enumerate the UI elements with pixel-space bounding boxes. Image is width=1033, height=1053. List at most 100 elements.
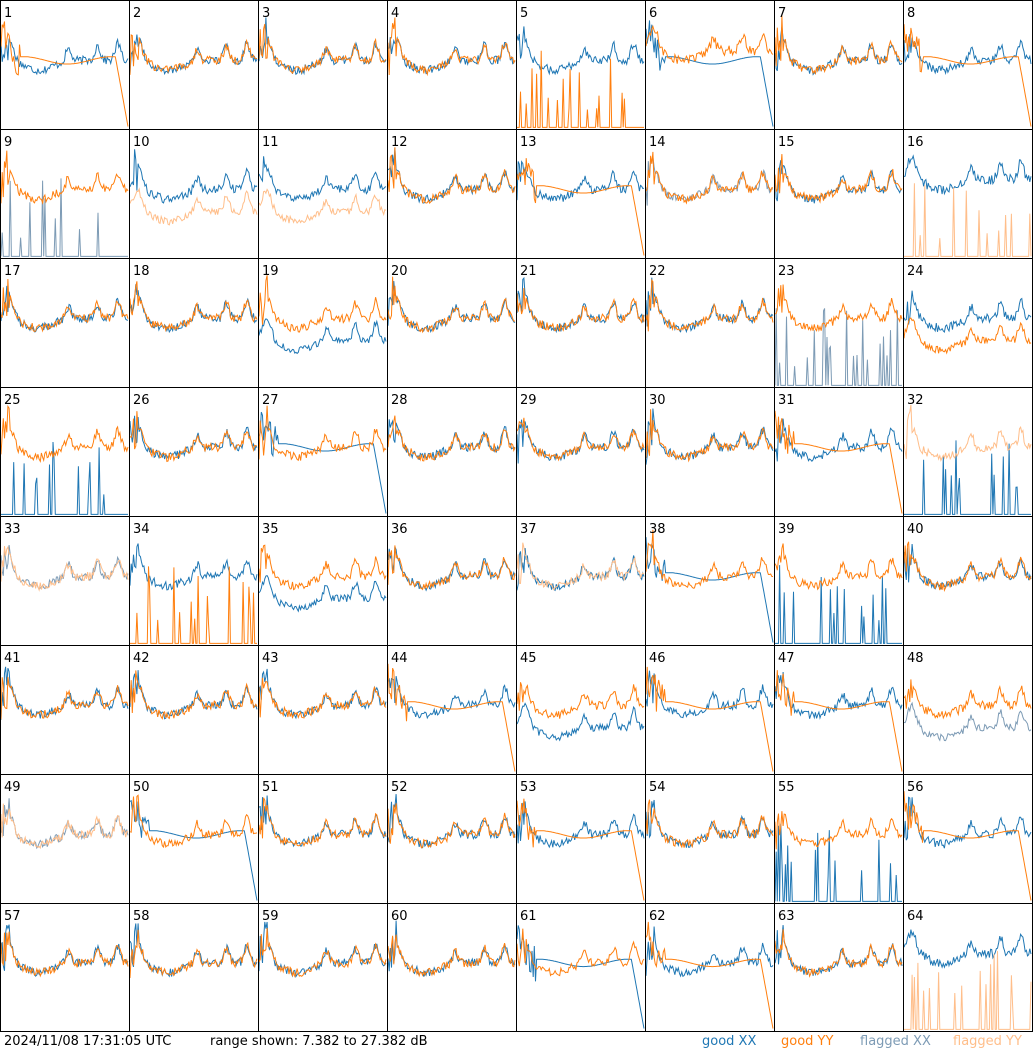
panel-number: 17	[4, 264, 21, 279]
yy-series-line	[903, 317, 1032, 355]
panel-frame	[903, 258, 1032, 387]
panel-number: 37	[520, 522, 537, 537]
panel-number: 27	[262, 393, 279, 408]
yy-series-line	[129, 794, 258, 849]
range-text: range shown: 7.382 to 27.382 dB	[210, 1034, 428, 1049]
panel-number: 11	[262, 135, 279, 150]
panel-45: 45	[516, 645, 645, 774]
panel-number: 56	[907, 780, 924, 795]
yy-series-line	[0, 21, 129, 127]
panel-number: 54	[649, 780, 666, 795]
panel-60: 60	[387, 903, 516, 1031]
panel-frame	[258, 129, 387, 258]
panel-number: 2	[133, 6, 141, 21]
xx-series-line	[0, 666, 129, 720]
panel-number: 36	[391, 522, 408, 537]
yy-series-line	[645, 409, 774, 463]
panel-55: 55	[774, 774, 903, 903]
panel-37: 37	[516, 516, 645, 645]
panel-number: 34	[133, 522, 150, 537]
yy-series-line	[129, 411, 258, 463]
xx-series-line	[903, 701, 1032, 742]
panel-number: 40	[907, 522, 924, 537]
yy-series-line	[0, 404, 129, 464]
yy-series-line	[129, 670, 258, 720]
panel-20: 20	[387, 258, 516, 387]
panel-frame	[0, 129, 129, 258]
panel-frame	[129, 0, 258, 129]
xx-series-line	[258, 17, 387, 76]
yy-series-line	[258, 188, 387, 224]
panel-44: 44	[387, 645, 516, 774]
yy-series-line	[0, 803, 129, 850]
yy-series-line	[130, 566, 257, 644]
panel-27: 27	[258, 387, 387, 516]
panel-number: 23	[778, 264, 795, 279]
yy-series-line	[645, 666, 774, 772]
timestamp: 2024/11/08 17:31:05 UTC	[4, 1034, 172, 1049]
xx-series-line	[258, 411, 387, 514]
xx-series-line	[903, 290, 1032, 333]
panel-number: 8	[907, 6, 915, 21]
panel-61: 61	[516, 903, 645, 1031]
panel-number: 1	[4, 6, 12, 21]
panel-number: 43	[262, 651, 279, 666]
panel-number: 24	[907, 264, 924, 279]
yy-series-line	[774, 410, 903, 514]
yy-series-line	[645, 921, 774, 1029]
panel-4: 4	[387, 0, 516, 129]
panel-11: 11	[258, 129, 387, 258]
xx-series-line	[904, 440, 1031, 515]
yy-series-line	[516, 287, 645, 332]
panel-38: 38	[645, 516, 774, 645]
panel-52: 52	[387, 774, 516, 903]
panel-number: 47	[778, 651, 795, 666]
panel-number: 5	[520, 6, 528, 21]
panel-number: 14	[649, 135, 666, 150]
panel-number: 50	[133, 780, 150, 795]
panel-number: 58	[133, 909, 150, 924]
xx-series-line	[129, 149, 258, 204]
panel-49: 49	[0, 774, 129, 903]
yy-series-line	[258, 927, 387, 978]
panel-number: 51	[262, 780, 279, 795]
panel-number: 10	[133, 135, 150, 150]
panel-24: 24	[903, 258, 1032, 387]
footer: 2024/11/08 17:31:05 UTC range shown: 7.3…	[0, 1032, 1033, 1053]
xx-series-line	[387, 676, 516, 720]
panel-63: 63	[774, 903, 903, 1031]
yy-series-line	[516, 928, 645, 977]
panel-number: 26	[133, 393, 150, 408]
yy-series-line	[904, 183, 1032, 257]
panel-number: 19	[262, 264, 279, 279]
xx-series-line	[645, 537, 774, 643]
panel-number: 41	[4, 651, 21, 666]
yy-series-line	[516, 417, 645, 462]
panel-number: 35	[262, 522, 279, 537]
xx-series-line	[258, 318, 387, 355]
panel-15: 15	[774, 129, 903, 258]
panel-28: 28	[387, 387, 516, 516]
yy-series-line	[387, 934, 516, 978]
yy-series-line	[0, 676, 129, 720]
panel-53: 53	[516, 774, 645, 903]
panel-number: 63	[778, 909, 795, 924]
yy-series-line	[258, 23, 387, 75]
panel-25: 25	[0, 387, 129, 516]
panel-18: 18	[129, 258, 258, 387]
panel-10: 10	[129, 129, 258, 258]
panel-6: 6	[645, 0, 774, 129]
yy-series-line	[258, 677, 387, 720]
panel-number: 30	[649, 393, 666, 408]
panel-number: 62	[649, 909, 666, 924]
yy-series-line	[258, 275, 387, 333]
panel-48: 48	[903, 645, 1032, 774]
xx-series-line	[774, 823, 902, 902]
panel-30: 30	[645, 387, 774, 516]
panel-number: 44	[391, 651, 408, 666]
xx-series-line	[129, 543, 258, 591]
yy-series-line	[387, 276, 516, 334]
panel-36: 36	[387, 516, 516, 645]
panel-39: 39	[774, 516, 903, 645]
panel-number: 59	[262, 909, 279, 924]
